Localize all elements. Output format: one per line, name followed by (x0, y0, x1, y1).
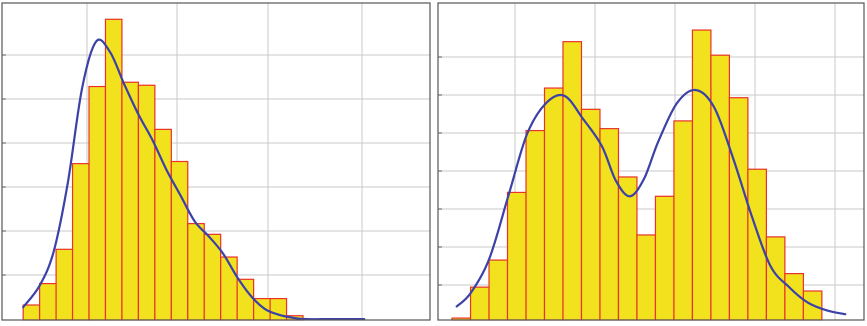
right-histogram-bar (469, 286, 490, 321)
right-histogram-bar (580, 108, 601, 321)
left-density-curve (22, 38, 366, 321)
right-histogram-bar (543, 87, 564, 321)
right-histogram-bar (525, 129, 546, 321)
right-histogram-bar (617, 176, 638, 321)
right-histogram-bar (599, 128, 620, 321)
right-histogram-bar (506, 191, 527, 321)
right-histogram-bar (747, 168, 767, 321)
right-histogram-bar (691, 29, 712, 321)
right-histogram-bar (488, 259, 509, 321)
left-plot-frame (1, 2, 431, 321)
right-histogram-bar (636, 234, 657, 321)
right-histogram-bar (654, 195, 675, 321)
right-histogram-bar (562, 41, 583, 321)
right-plot-frame (437, 2, 865, 321)
right-density-curve (455, 88, 847, 316)
right-histogram-bar (728, 97, 749, 321)
right-histogram-bar (710, 54, 731, 321)
right-histogram-bar (673, 120, 694, 321)
right-histogram-bar (765, 236, 786, 321)
